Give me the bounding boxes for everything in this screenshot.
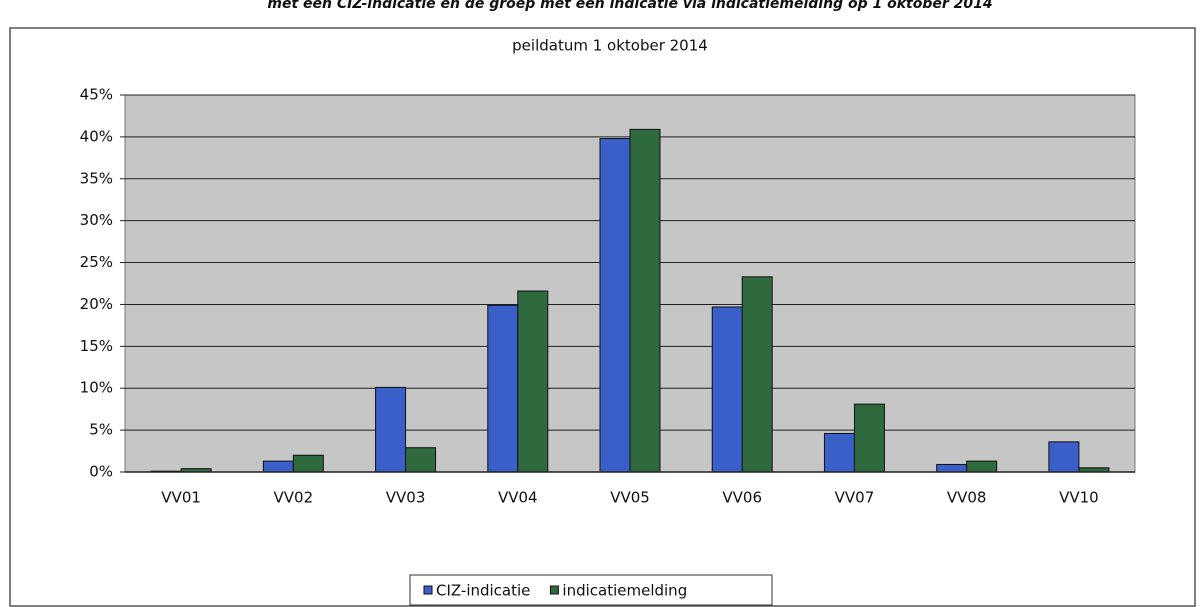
x-tick-label: VV04 <box>498 489 538 507</box>
bar <box>966 460 998 473</box>
bar <box>936 463 968 473</box>
y-tick-label: 30% <box>80 211 113 229</box>
heading: met een CIZ-indicatie en de groep met ee… <box>267 0 992 12</box>
bar <box>1048 441 1080 473</box>
y-tick-label: 40% <box>80 127 113 145</box>
y-tick-label: 35% <box>80 169 113 187</box>
bar <box>629 128 661 473</box>
chart-title: peildatum 1 oktober 2014 <box>512 37 708 55</box>
y-tick-label: 15% <box>80 337 113 355</box>
y-tick-label: 45% <box>80 86 113 104</box>
bar <box>292 454 324 473</box>
bar <box>487 304 519 473</box>
y-tick-label: 20% <box>80 295 113 313</box>
legend-label: indicatiemelding <box>562 582 687 600</box>
legend-box <box>409 574 773 606</box>
y-tick-label: 25% <box>80 253 113 271</box>
bar <box>599 138 631 473</box>
x-tick-label: VV10 <box>1059 489 1099 507</box>
x-tick-label: VV01 <box>161 489 201 507</box>
legend-swatch <box>549 585 559 595</box>
bar <box>375 386 407 473</box>
legend-swatch <box>423 585 433 595</box>
x-tick-label: VV05 <box>610 489 650 507</box>
bar <box>823 432 855 473</box>
x-tick-label: VV02 <box>274 489 314 507</box>
y-tick-label: 5% <box>89 421 113 439</box>
x-tick-label: VV07 <box>835 489 875 507</box>
legend-label: CIZ-indicatie <box>436 582 530 600</box>
bar <box>741 276 773 473</box>
bar <box>517 290 549 473</box>
x-tick-label: VV08 <box>947 489 987 507</box>
x-tick-label: VV06 <box>722 489 762 507</box>
bar <box>262 460 294 473</box>
y-tick-label: 0% <box>89 463 113 481</box>
x-tick-label: VV03 <box>386 489 426 507</box>
bar <box>711 306 743 473</box>
bar <box>405 447 437 473</box>
y-tick-label: 10% <box>80 379 113 397</box>
bar <box>853 403 885 473</box>
